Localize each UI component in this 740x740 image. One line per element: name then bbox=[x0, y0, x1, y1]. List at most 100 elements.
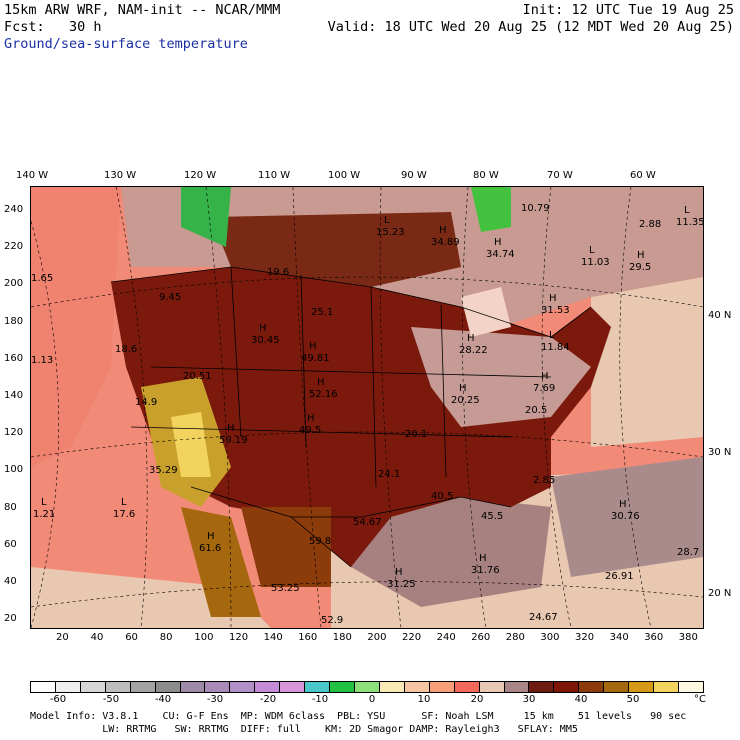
extremum-value: 45.5 bbox=[481, 511, 503, 522]
extremum-marker: H bbox=[541, 371, 549, 382]
extremum-value: 2.85 bbox=[533, 475, 555, 486]
extremum-value: 24.1 bbox=[378, 469, 400, 480]
x-axis-tick: 320 bbox=[575, 632, 595, 643]
color-scale-swatch bbox=[130, 682, 156, 692]
longitude-label: 100 W bbox=[328, 170, 361, 181]
gulf-of-mexico bbox=[351, 497, 551, 607]
extremum-value: 59.19 bbox=[219, 435, 248, 446]
x-axis-tick: 40 bbox=[90, 632, 104, 643]
x-axis-tick: 100 bbox=[194, 632, 214, 643]
color-scale-swatch bbox=[155, 682, 181, 692]
rockies-cool bbox=[181, 187, 231, 247]
longitude-label: 110 W bbox=[258, 170, 291, 181]
extremum-marker: H bbox=[459, 383, 467, 394]
extremum-value: 20.25 bbox=[451, 395, 480, 406]
extremum-value: 40.5 bbox=[431, 491, 453, 502]
color-scale-swatch bbox=[180, 682, 206, 692]
y-axis-tick: 40 bbox=[4, 576, 17, 587]
color-scale-label: -10 bbox=[311, 694, 329, 705]
extremum-value: 20.5 bbox=[525, 405, 547, 416]
extremum-value: 1.65 bbox=[31, 273, 53, 284]
great-lakes bbox=[461, 287, 511, 337]
x-axis-tick: 140 bbox=[263, 632, 283, 643]
color-scale-swatch bbox=[454, 682, 480, 692]
longitude-label: 70 W bbox=[547, 170, 573, 181]
longitude-label: 130 W bbox=[104, 170, 137, 181]
extremum-value: 11.03 bbox=[581, 257, 610, 268]
extremum-marker: H bbox=[637, 250, 645, 261]
extremum-value: 10.79 bbox=[521, 203, 550, 214]
extremum-value: 34.89 bbox=[431, 237, 460, 248]
extremum-value: 30.45 bbox=[251, 335, 280, 346]
x-axis-tick: 160 bbox=[298, 632, 318, 643]
map-canvas: L15.23 H34.89 H34.7410.79L11.03H29.5L11.35… bbox=[31, 187, 703, 628]
extremum-marker: L bbox=[384, 215, 390, 226]
model-title: 15km ARW WRF, NAM-init -- NCAR/MMM bbox=[4, 2, 281, 18]
extremum-value: 49.5 bbox=[299, 425, 321, 436]
color-scale-swatch bbox=[554, 682, 580, 692]
color-scale-label: -40 bbox=[154, 694, 172, 705]
longitude-label: 90 W bbox=[401, 170, 427, 181]
color-scale-label: 0 bbox=[368, 694, 376, 705]
extremum-marker: L bbox=[41, 497, 47, 508]
extremum-value: 9.45 bbox=[159, 292, 181, 303]
extremum-marker: H bbox=[259, 323, 267, 334]
extremum-value: 29.5 bbox=[629, 262, 651, 273]
extremum-value: 20.1 bbox=[405, 429, 427, 440]
extremum-marker: H bbox=[227, 423, 235, 434]
extremum-value: 59.8 bbox=[309, 536, 331, 547]
x-axis-tick: 240 bbox=[436, 632, 456, 643]
extremum-value: 11.84 bbox=[541, 342, 570, 353]
x-axis-tick: 380 bbox=[678, 632, 698, 643]
color-scale-swatch bbox=[80, 682, 106, 692]
extremum-value: 1.21 bbox=[33, 509, 55, 520]
valid-time: Valid: 18 UTC Wed 20 Aug 25 (12 MDT Wed … bbox=[327, 19, 734, 35]
color-scale-label: 10 bbox=[417, 694, 431, 705]
color-scale-swatch bbox=[354, 682, 380, 692]
y-axis-tick: 240 bbox=[4, 204, 24, 215]
forecast-hour: Fcst: 30 h bbox=[4, 19, 102, 35]
pacific-north bbox=[31, 187, 121, 467]
extremum-value: 49.81 bbox=[301, 353, 330, 364]
model-info-line1: Model Info: V3.8.1 CU: G-F Ens MP: WDM 6… bbox=[30, 711, 687, 722]
x-axis-tick: 20 bbox=[56, 632, 69, 643]
extremum-value: 17.6 bbox=[113, 509, 135, 520]
color-scale-label: 50 bbox=[626, 694, 640, 705]
longitude-label: 80 W bbox=[473, 170, 499, 181]
color-scale-swatch bbox=[529, 682, 555, 692]
extremum-value: 35.29 bbox=[149, 465, 178, 476]
color-scale-swatch bbox=[280, 682, 306, 692]
color-scale-label: -60 bbox=[49, 694, 67, 705]
color-scale-swatch bbox=[429, 682, 455, 692]
extremum-value: 2.88 bbox=[639, 219, 661, 230]
color-scale-swatch bbox=[55, 682, 81, 692]
color-scale-swatch bbox=[379, 682, 405, 692]
graticule bbox=[31, 187, 703, 628]
extremum-value: 31.53 bbox=[541, 305, 570, 316]
y-axis-tick: 220 bbox=[4, 241, 24, 253]
extremum-marker: H bbox=[467, 333, 475, 344]
extremum-value: 53.25 bbox=[271, 583, 300, 594]
longitude-label: 60 W bbox=[630, 170, 656, 181]
x-axis-tick: 260 bbox=[471, 632, 491, 643]
extremum-value: 25.1 bbox=[311, 307, 333, 318]
extremum-value: 20.51 bbox=[183, 371, 212, 382]
extremum-value: 1.13 bbox=[31, 355, 53, 366]
x-axis-tick: 360 bbox=[644, 632, 664, 643]
extremum-marker: H bbox=[439, 225, 447, 236]
extremum-value: 28.7 bbox=[677, 547, 699, 558]
latitude-label: 20 N bbox=[708, 588, 732, 599]
latitude-label: 30 N bbox=[708, 447, 732, 458]
x-axis-tick: 300 bbox=[540, 632, 560, 643]
extremum-value: 15.23 bbox=[376, 227, 405, 238]
color-scale-bar bbox=[30, 681, 704, 693]
x-axis-tick: 280 bbox=[505, 632, 525, 643]
extremum-value: 54.67 bbox=[353, 517, 382, 528]
atlantic-subtropic bbox=[551, 457, 703, 577]
x-axis-tick: 80 bbox=[159, 632, 173, 643]
mexico-region bbox=[241, 507, 331, 587]
color-scale-label: -30 bbox=[206, 694, 224, 705]
latitude-label: 40 N bbox=[708, 310, 732, 321]
color-scale-swatch bbox=[404, 682, 430, 692]
extrema-labels: L15.23 H34.89 H34.7410.79L11.03H29.5L11.35… bbox=[31, 203, 703, 626]
